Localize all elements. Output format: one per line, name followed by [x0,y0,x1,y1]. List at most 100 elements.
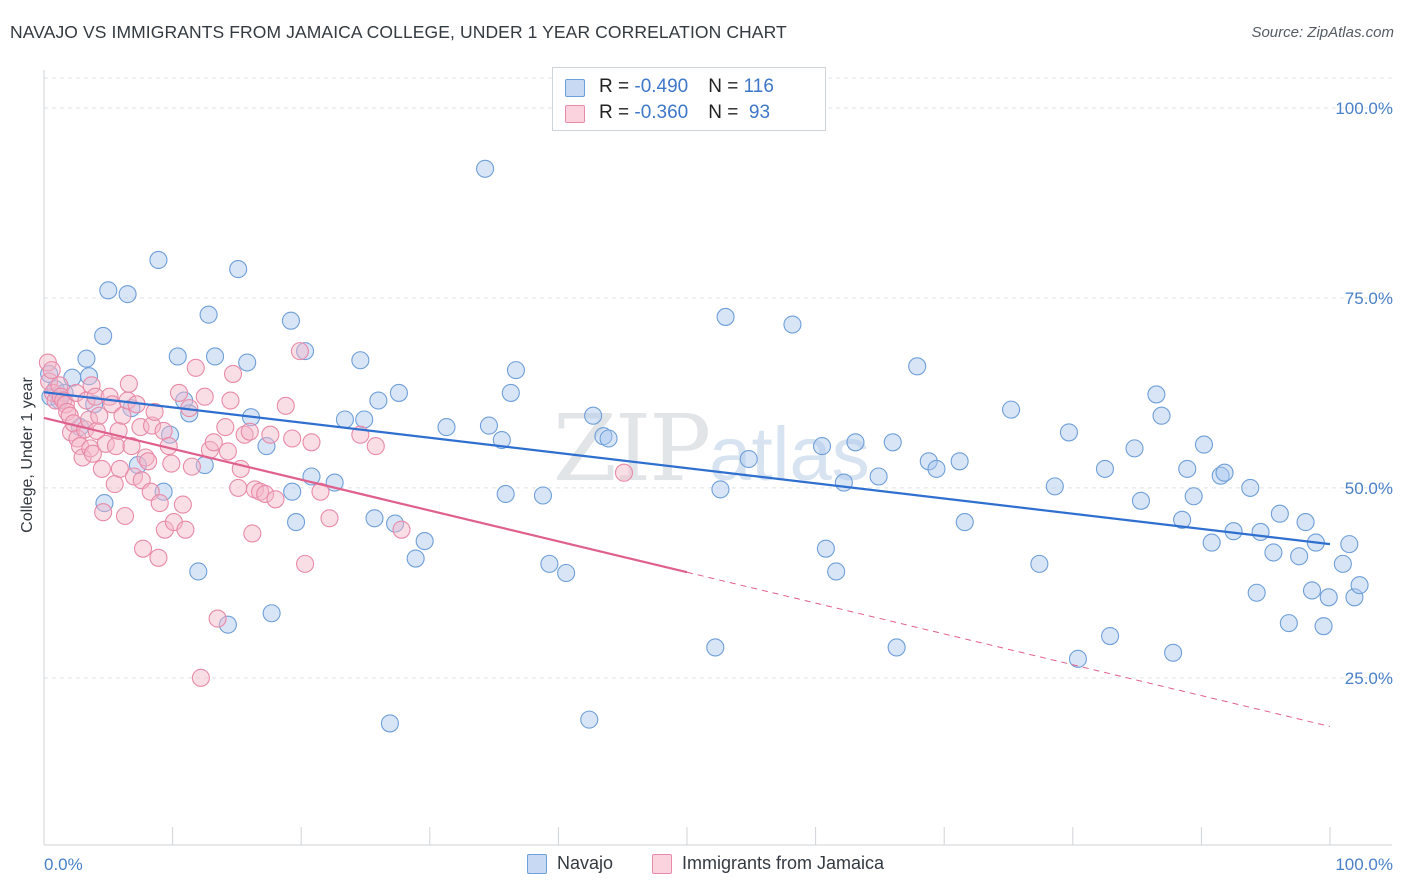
axes [43,70,1392,846]
navajo-point-40 [355,410,374,429]
navajo-point-16 [149,250,168,270]
navajo-point-73 [883,433,902,452]
navajo-point-41 [365,509,384,528]
jamaica-point-63 [191,668,210,687]
navajo-point-59 [584,406,603,425]
y-tick-label-50: 50.0% [1345,479,1393,498]
n-value-jamaica: 93 [743,102,771,123]
navajo-point-87 [1125,439,1144,458]
grid-lines [44,77,1392,679]
navajo-point-7 [77,349,96,368]
navajo-point-93 [1178,459,1197,478]
jamaica-point-27 [94,503,113,522]
navajo-point-15 [128,456,147,475]
jamaica-point-66 [204,433,223,452]
navajo-point-95 [1194,435,1214,454]
navajo-point-107 [1296,513,1315,532]
navajo-point-67 [812,437,832,456]
jamaica-point-2 [42,361,61,380]
stats-text-navajo: R = -0.490 N = 116 [599,76,774,98]
navajo-point-104 [1270,504,1289,523]
legend-label-navajo: Navajo [557,853,614,873]
navajo-point-83 [1059,423,1078,442]
y-tick-label-100: 100.0% [1335,99,1393,118]
navajo-point-49 [476,159,495,178]
jamaica-point-85 [296,554,315,573]
navajo-point-74 [887,638,906,657]
navajo-point-34 [287,513,306,532]
navajo-point-47 [415,532,434,551]
legend-label-jamaica: Immigrants from Jamaica [682,853,885,873]
trend-lines [43,391,1331,727]
legend: Navajo Immigrants from Jamaica [0,852,1406,878]
navajo-point-13 [118,285,137,304]
navajo-point-115 [1350,576,1369,595]
source-label: Source: ZipAtlas.com [1251,24,1394,41]
jamaica-point-64 [195,387,214,406]
navajo-point-38 [335,410,354,429]
navajo-point-19 [168,347,187,366]
jamaica-point-44 [133,539,153,558]
navajo-point-76 [919,452,938,471]
jamaica-point-16 [73,448,92,467]
navajo-point-75 [908,357,927,376]
jamaica-point-70 [221,391,240,410]
navajo-point-33 [283,482,302,501]
stats-box: R = -0.490 N = 116 R = -0.360 N = 93 [552,67,826,131]
jamaica-point-67 [208,609,227,628]
navajo-trend-line [43,391,1331,546]
jamaica-point-57 [169,383,189,402]
navajo-point-111 [1319,588,1338,607]
navajo-point-103 [1264,543,1283,562]
navajo-point-62 [706,638,725,657]
x-tick-label-max: 100.0% [1335,855,1393,874]
n-label: N = [708,76,744,97]
r-label: R = [599,76,635,97]
navajo-point-53 [501,383,520,402]
navajo-point-12 [99,281,118,300]
jamaica-point-83 [283,429,302,448]
jamaica-point-31 [105,475,124,494]
navajo-point-64 [716,307,735,326]
navajo-point-70 [834,473,853,492]
navajo-point-27 [229,260,248,279]
navajo-point-61 [599,429,618,448]
navajo-swatch [565,79,585,97]
navajo-point-65 [739,449,758,469]
jamaica-point-48 [142,416,162,435]
navajo-point-81 [1030,554,1049,573]
jamaica-point-88 [320,509,339,528]
jamaica-point-35 [113,406,132,425]
watermark-zip: ZIP [553,395,711,502]
jamaica-point-21 [82,376,101,395]
r-value-jamaica: -0.360 [634,102,689,123]
navajo-point-45 [389,383,408,402]
navajo-point-31 [262,604,281,623]
r-value-navajo: -0.490 [634,76,689,97]
jamaica-point-22 [83,444,102,463]
jamaica-point-75 [240,422,259,441]
navajo-point-11 [95,494,114,513]
navajo-point-91 [1164,643,1183,662]
jamaica-point-38 [119,374,138,393]
jamaica-point-59 [176,520,195,539]
navajo-point-50 [479,416,499,435]
jamaica-point-46 [139,452,158,471]
navajo-point-105 [1279,614,1298,633]
navajo-point-43 [380,714,399,733]
jamaica-point-80 [261,425,280,444]
legend-swatch-jamaica [652,854,672,874]
navajo-point-55 [533,486,553,505]
jamaica-point-74 [235,425,254,444]
navajo-point-30 [257,437,276,456]
jamaica-point-32 [106,437,126,456]
navajo-point-63 [711,480,730,499]
navajo-point-28 [238,353,257,372]
jamaica-point-49 [145,402,164,421]
navajo-point-46 [406,549,425,568]
jamaica-point-76 [243,524,262,543]
navajo-point-77 [927,459,946,478]
n-value-navajo: 116 [743,76,774,97]
navajo-point-72 [869,467,888,486]
